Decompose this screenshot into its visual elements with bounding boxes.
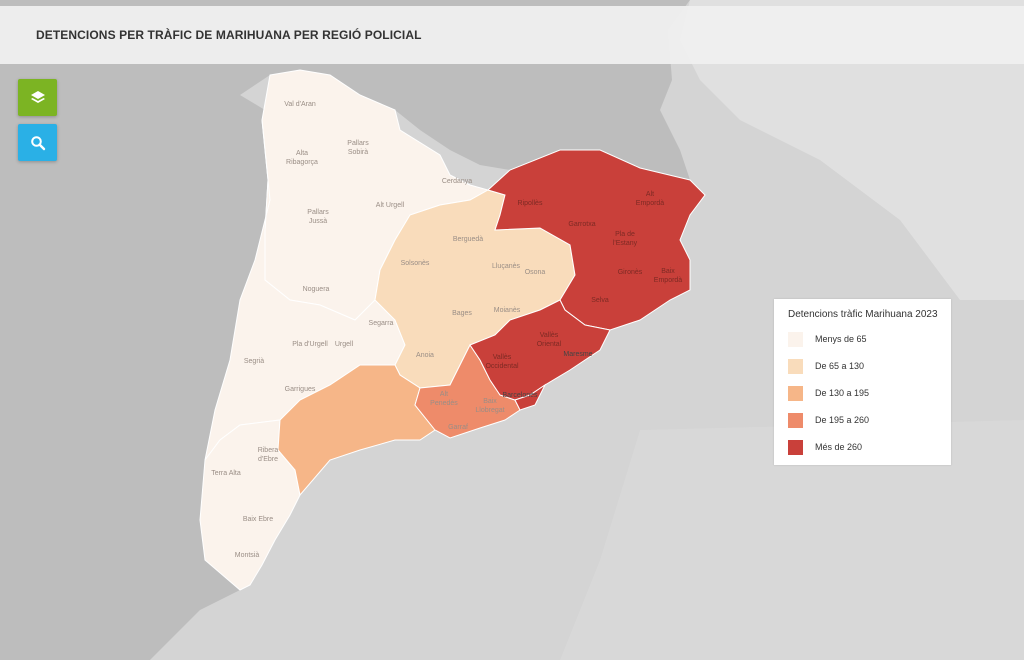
label-barcelones: Barcelonès (502, 392, 538, 399)
region-girona[interactable] (487, 149, 706, 331)
legend-label: De 65 a 130 (815, 361, 865, 371)
label-ribera-ebre-1: Ribera (258, 447, 279, 454)
legend-label: De 195 a 260 (815, 415, 870, 425)
label-val-daran: Val d'Aran (284, 101, 316, 108)
label-segria: Segrià (244, 358, 264, 365)
legend-swatch (788, 385, 803, 401)
label-pla-urgell: Pla d'Urgell (292, 341, 328, 348)
label-baix-emporda-2: Empordà (654, 277, 683, 284)
label-noguera: Noguera (303, 286, 330, 293)
label-ribera-ebre-2: d'Ebre (258, 456, 278, 463)
label-bages: Bages (452, 310, 472, 317)
land-outside-east (560, 420, 1024, 660)
label-alta-ribagorca-2: Ribagorça (286, 159, 318, 166)
legend-label: De 130 a 195 (815, 388, 870, 398)
map-title: DETENCIONS PER TRÀFIC DE MARIHUANA PER R… (36, 28, 422, 42)
label-alta-ribagorca-1: Alta (296, 150, 308, 157)
legend-swatch (788, 358, 803, 374)
legend-item: De 65 a 130 (788, 357, 937, 375)
legend-item: De 195 a 260 (788, 411, 937, 429)
legend-item: Més de 260 (788, 438, 937, 456)
region-metropolitana-barcelona[interactable] (514, 383, 547, 411)
label-osona: Osona (525, 269, 546, 276)
label-alt-penedes-2: Penedès (430, 400, 458, 407)
label-valles-occidental-1: Vallès (493, 354, 512, 361)
title-bar: DETENCIONS PER TRÀFIC DE MARIHUANA PER R… (0, 6, 1024, 64)
legend-item: Menys de 65 (788, 330, 937, 348)
label-valles-occidental-2: Occidental (485, 363, 519, 370)
legend-label: Més de 260 (815, 442, 863, 452)
label-anoia: Anoia (416, 352, 434, 359)
label-baix-llobregat-1: Baix (483, 398, 497, 405)
label-ripolles: Ripollès (518, 200, 543, 207)
label-baix-llobregat-2: Llobregat (475, 407, 504, 414)
map-legend: Detencions tràfic Marihuana 2023 Menys d… (774, 299, 951, 465)
label-selva: Selva (591, 297, 609, 304)
layers-button[interactable] (18, 79, 57, 116)
label-alt-emporda-1: Alt (646, 191, 654, 198)
label-montsia: Montsià (235, 552, 260, 559)
label-pallars-sobira-2: Sobirà (348, 149, 368, 156)
label-baix-emporda-1: Baix (661, 268, 675, 275)
search-icon (30, 135, 45, 150)
region-terres-ebre[interactable] (199, 419, 301, 591)
label-alt-emporda-2: Empordà (636, 200, 665, 207)
label-pallars-jussa-2: Jussà (309, 218, 327, 225)
label-pallars-jussa-1: Pallars (307, 209, 329, 216)
land-outside-west (0, 95, 270, 660)
comarca-labels: Val d'Aran Pallars Sobirà Alta Ribagorça… (211, 101, 682, 559)
land-outside-corner (680, 0, 1024, 300)
legend-title: Detencions tràfic Marihuana 2023 (788, 309, 938, 320)
layers-icon (30, 90, 45, 103)
label-pla-estany-1: Pla de (615, 231, 635, 238)
label-solsones: Solsonès (401, 260, 430, 267)
label-girones: Gironès (618, 269, 643, 276)
label-llucanes: Lluçanès (492, 263, 521, 270)
search-button[interactable] (18, 124, 57, 161)
label-cerdanya: Cerdanya (442, 178, 472, 185)
label-segarra: Segarra (369, 320, 394, 327)
label-valles-oriental-2: Oriental (537, 341, 562, 348)
label-alt-penedes-1: Alt (440, 391, 448, 398)
label-bergueda: Berguedà (453, 236, 483, 243)
label-garrigues: Garrigues (285, 386, 316, 393)
label-garraf: Garraf (448, 424, 468, 431)
label-terra-alta: Terra Alta (211, 470, 241, 477)
label-urgell: Urgell (335, 341, 354, 348)
label-moianes: Moianès (494, 307, 521, 314)
label-baix-ebre: Baix Ebre (243, 516, 273, 523)
label-alt-urgell: Alt Urgell (376, 202, 405, 209)
label-valles-oriental-1: Vallès (540, 332, 559, 339)
label-pla-estany-2: l'Estany (613, 240, 638, 247)
legend-label: Menys de 65 (815, 334, 867, 344)
legend-swatch (788, 412, 803, 428)
legend-swatch (788, 331, 803, 347)
label-pallars-sobira-1: Pallars (347, 140, 369, 147)
legend-item: De 130 a 195 (788, 384, 937, 402)
label-maresme: Maresme (563, 351, 592, 358)
region-camp-tarragona[interactable] (277, 364, 436, 497)
label-garrotxa: Garrotxa (568, 221, 595, 228)
legend-swatch (788, 439, 803, 455)
region-metropolitana-nord[interactable] (469, 299, 611, 401)
